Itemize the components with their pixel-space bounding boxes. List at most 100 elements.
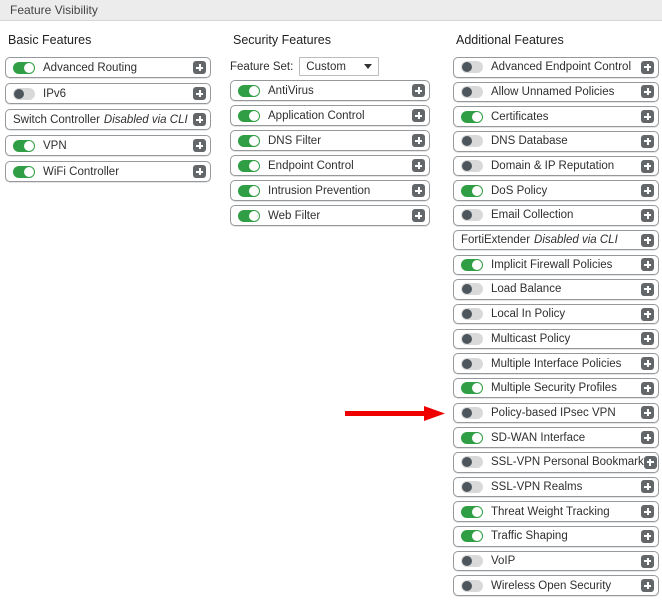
feature-toggle[interactable] (461, 579, 483, 592)
red-arrow-shape (345, 406, 445, 421)
feature-row: Intrusion Prevention (230, 180, 430, 201)
security-features-column: Security Features Feature Set: Custom An… (230, 33, 430, 230)
expand-button[interactable] (641, 480, 654, 494)
feature-toggle[interactable] (461, 505, 483, 518)
feature-toggle[interactable] (461, 431, 483, 444)
feature-toggle[interactable] (461, 382, 483, 395)
expand-button[interactable] (412, 109, 425, 122)
expand-button[interactable] (641, 307, 654, 321)
expand-button[interactable] (641, 332, 654, 346)
expand-button[interactable] (641, 529, 654, 543)
feature-toggle[interactable] (461, 85, 483, 98)
feature-toggle[interactable] (238, 159, 260, 172)
feature-label: Advanced Endpoint Control (491, 61, 632, 74)
basic-features-column: Basic Features Advanced Routing IPv6 Swi… (5, 33, 211, 187)
feature-row: VoIP (453, 550, 659, 572)
expand-button[interactable] (193, 87, 206, 100)
expand-button[interactable] (641, 406, 654, 420)
feature-toggle[interactable] (238, 184, 260, 197)
feature-label: Multicast Policy (491, 332, 571, 345)
feature-toggle[interactable] (13, 165, 35, 178)
feature-row: Email Collection (453, 205, 659, 226)
toggle-knob-icon (24, 140, 34, 151)
expand-button[interactable] (641, 282, 654, 296)
feature-toggle[interactable] (461, 480, 483, 493)
feature-toggle[interactable] (461, 209, 483, 222)
toggle-knob-icon (462, 210, 472, 221)
feature-toggle[interactable] (461, 332, 483, 345)
feature-toggle[interactable] (238, 109, 260, 122)
feature-row: SD-WAN Interface (453, 427, 659, 448)
expand-button[interactable] (641, 357, 654, 370)
feature-label: DoS Policy (491, 184, 548, 197)
feature-toggle[interactable] (461, 135, 483, 148)
feature-row: DNS Database (453, 131, 659, 152)
expand-button[interactable] (193, 113, 206, 126)
caret-down-icon (364, 64, 373, 69)
expand-button[interactable] (641, 505, 654, 519)
expand-button[interactable] (641, 208, 654, 222)
feature-toggle[interactable] (461, 406, 483, 419)
expand-button[interactable] (641, 233, 654, 247)
feature-label: DNS Database (491, 135, 568, 148)
feature-row: Endpoint Control (230, 155, 430, 176)
feature-row: DoS Policy (453, 180, 659, 201)
feature-toggle[interactable] (13, 139, 35, 152)
feature-row: Wireless Open Security (453, 575, 659, 596)
feature-toggle[interactable] (238, 134, 260, 147)
feature-label: Threat Weight Tracking (491, 505, 610, 518)
feature-row: Multiple Interface Policies (453, 353, 659, 374)
expand-button[interactable] (641, 381, 654, 395)
expand-button[interactable] (412, 184, 425, 197)
page-title: Feature Visibility (10, 3, 98, 17)
feature-row: VPN (5, 135, 211, 156)
toggle-knob-icon (14, 88, 24, 99)
expand-button[interactable] (641, 60, 654, 74)
expand-button[interactable] (641, 134, 654, 148)
feature-toggle[interactable] (13, 61, 35, 74)
feature-toggle[interactable] (461, 61, 483, 74)
toggle-knob-icon (24, 166, 34, 177)
feature-toggle[interactable] (461, 283, 483, 296)
expand-button[interactable] (641, 258, 654, 272)
expand-button[interactable] (641, 85, 654, 99)
expand-button[interactable] (412, 84, 425, 97)
feature-row: SSL-VPN Realms (453, 476, 659, 498)
feature-label: Allow Unnamed Policies (491, 85, 615, 98)
expand-button[interactable] (412, 209, 425, 222)
expand-button[interactable] (641, 159, 654, 173)
feature-toggle[interactable] (461, 184, 483, 197)
feature-toggle[interactable] (461, 555, 483, 567)
feature-toggle[interactable] (461, 530, 483, 543)
feature-toggle[interactable] (461, 160, 483, 172)
expand-button[interactable] (641, 554, 654, 568)
feature-set-row: Feature Set: Custom (230, 57, 430, 76)
expand-button[interactable] (193, 139, 206, 152)
feature-set-dropdown[interactable]: Custom (299, 57, 380, 76)
feature-toggle[interactable] (238, 209, 260, 222)
expand-button[interactable] (193, 61, 206, 74)
expand-button[interactable] (641, 110, 654, 124)
feature-row: DNS Filter (230, 130, 430, 151)
feature-toggle[interactable] (238, 84, 260, 97)
toggle-knob-icon (249, 85, 259, 96)
expand-button[interactable] (412, 159, 425, 172)
feature-toggle[interactable] (461, 456, 483, 469)
feature-row: Advanced Routing (5, 57, 211, 78)
feature-toggle[interactable] (461, 258, 483, 271)
additional-features-title: Additional Features (456, 33, 564, 47)
feature-toggle[interactable] (461, 357, 483, 370)
feature-toggle[interactable] (461, 308, 483, 321)
expand-button[interactable] (193, 165, 206, 178)
expand-button[interactable] (412, 134, 425, 147)
toggle-knob-icon (462, 580, 472, 591)
feature-label: Wireless Open Security (491, 579, 612, 592)
feature-row: Local In Policy (453, 303, 659, 325)
expand-button[interactable] (641, 579, 654, 593)
expand-button[interactable] (641, 431, 654, 445)
expand-button[interactable] (641, 184, 654, 198)
feature-toggle[interactable] (461, 110, 483, 123)
feature-row: Threat Weight Tracking (453, 501, 659, 522)
expand-button[interactable] (643, 455, 657, 469)
feature-toggle[interactable] (13, 87, 35, 100)
